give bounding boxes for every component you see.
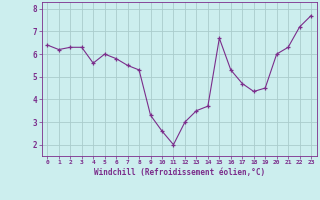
X-axis label: Windchill (Refroidissement éolien,°C): Windchill (Refroidissement éolien,°C) [94, 168, 265, 177]
